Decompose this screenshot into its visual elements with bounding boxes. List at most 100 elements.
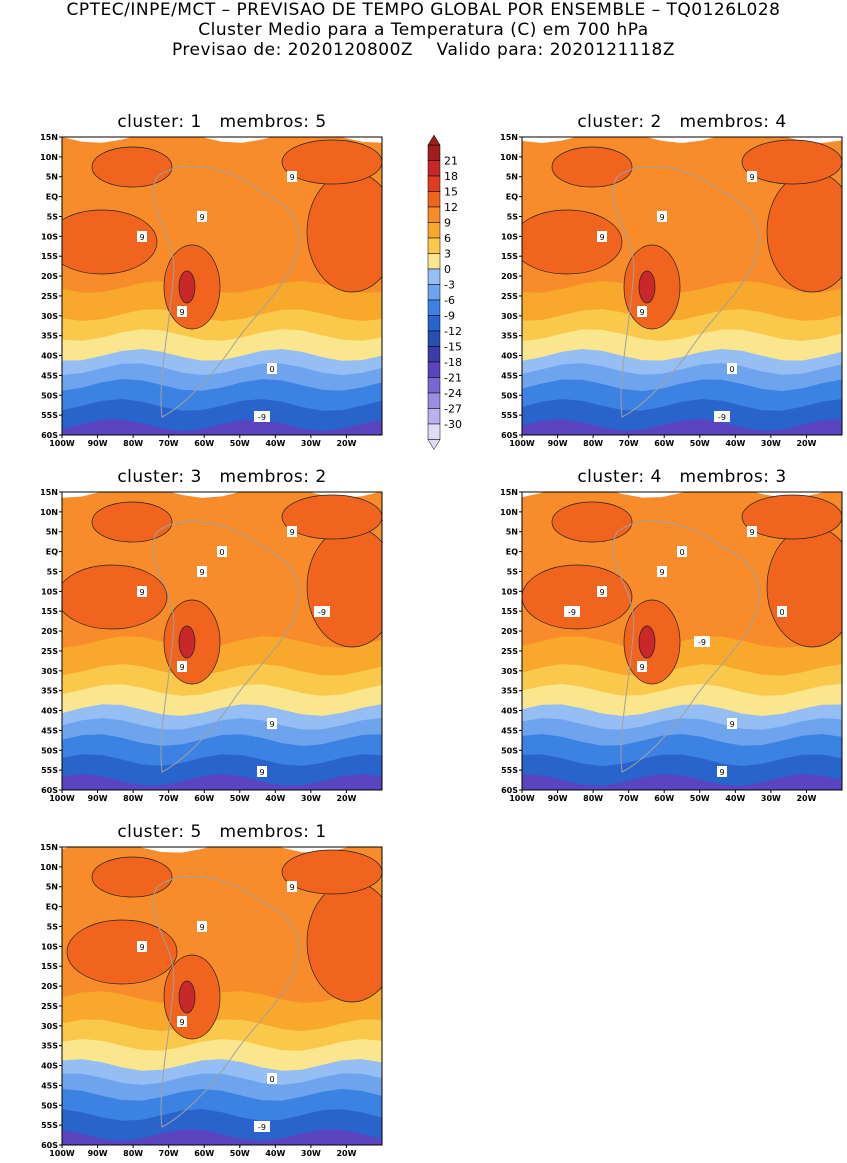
lat-tick-label: 5S: [507, 212, 519, 221]
warm-region: [281, 494, 382, 540]
lat-tick-label: 10N: [40, 863, 58, 872]
colorbar-swatch: [427, 392, 441, 409]
hot-core: [178, 270, 196, 304]
colorbar-label: -27: [444, 403, 462, 416]
warm-region: [91, 501, 173, 543]
contour-label-bg: [254, 411, 270, 422]
contour-label-bg: [597, 231, 607, 242]
lon-tick-label: 80W: [583, 439, 603, 448]
colorbar-swatch: [427, 222, 441, 239]
lat-tick-label: 45S: [41, 726, 58, 735]
lat-tick-label: 10S: [501, 232, 518, 241]
contour-label-bg: [564, 606, 580, 617]
lat-tick-label: 5N: [46, 528, 58, 537]
lon-tick-label: 20W: [796, 794, 816, 803]
hot-core: [178, 625, 196, 659]
lat-tick-label: 15S: [41, 252, 58, 261]
lat-tick-label: 5N: [46, 883, 58, 892]
lat-tick-label: 5N: [46, 173, 58, 182]
warm-region: [91, 856, 173, 898]
lat-tick-label: 55S: [501, 766, 518, 775]
temperature-field: [522, 137, 842, 435]
lat-tick-label: 10N: [500, 508, 518, 517]
lon-tick-label: 50W: [230, 1149, 250, 1158]
lat-tick-label: 10N: [500, 153, 518, 162]
contour-label-bg: [287, 171, 297, 182]
contour-label: 0: [269, 1075, 274, 1084]
map-panel-2: 15N 10N 5N EQ 5S 10S 15S 20S 25S 30S 35S 40S 45S 50S 5…: [460, 133, 847, 453]
lat-tick-label: 10S: [41, 587, 58, 596]
lon-tick-label: 30W: [761, 794, 781, 803]
lat-tick-label: 40S: [41, 352, 58, 361]
colorbar-label: 6: [444, 232, 451, 245]
lat-tick-label: 20S: [501, 272, 518, 281]
temperature-field: [62, 492, 382, 790]
lat-tick-label: 10N: [40, 153, 58, 162]
lon-tick-label: 100W: [49, 1149, 75, 1158]
warm-region: [522, 209, 623, 275]
coastline: [152, 165, 300, 418]
lat-tick-label: 15N: [40, 843, 58, 852]
lat-tick-label: 50S: [41, 391, 58, 400]
lat-tick-label: 30S: [501, 312, 518, 321]
contour-label-bg: [747, 526, 757, 537]
temperature-map-5: 15N 10N 5N EQ 5S 10S 15S 20S 25S 30S 35S 40S 45S 50S 5…: [40, 843, 383, 1158]
contour-label: 0: [269, 365, 274, 374]
lat-tick-label: 35S: [501, 687, 518, 696]
lon-tick-label: 80W: [583, 794, 603, 803]
contour-label-bg: [197, 921, 207, 932]
lat-tick-label: 45S: [501, 371, 518, 380]
lon-tick-label: 40W: [265, 439, 285, 448]
lon-tick-label: 60W: [654, 439, 674, 448]
colorbar-label: -30: [444, 418, 462, 431]
lat-tick-label: 5S: [47, 922, 59, 931]
contour-label-bg: [717, 766, 727, 777]
lat-tick-label: 45S: [41, 371, 58, 380]
contour-label: 9: [179, 308, 184, 317]
lat-tick-label: 55S: [41, 1121, 58, 1130]
contour-label-bg: [267, 1073, 277, 1084]
colorbar-label: -9: [444, 310, 455, 323]
contour-label: 9: [139, 588, 144, 597]
lon-tick-label: 60W: [194, 1149, 214, 1158]
contour-label: 9: [259, 768, 264, 777]
contour-label-bg: [727, 363, 737, 374]
lat-tick-label: 20S: [41, 982, 58, 991]
colorbar-label: 15: [444, 186, 458, 199]
lon-tick-label: 100W: [509, 794, 535, 803]
warm-region: [551, 146, 633, 188]
contour-label: 9: [199, 923, 204, 932]
coastline: [612, 520, 760, 773]
lat-tick-label: EQ: [506, 548, 518, 557]
colorbar-label: -24: [444, 387, 462, 400]
contour-label: -9: [698, 638, 706, 647]
lon-tick-label: 90W: [88, 794, 108, 803]
lat-tick-label: EQ: [46, 903, 58, 912]
panel-title-1: cluster: 1 membros: 5: [117, 112, 327, 132]
contour-label: -9: [258, 1123, 266, 1132]
lat-tick-label: 10S: [41, 232, 58, 241]
lon-tick-label: 40W: [265, 794, 285, 803]
lat-tick-label: 30S: [41, 667, 58, 676]
lat-tick-label: 45S: [41, 1081, 58, 1090]
lat-tick-label: 5N: [506, 528, 518, 537]
colorbar-swatch: [427, 346, 441, 363]
colorbar-swatch: [427, 253, 441, 270]
panel-title-3: cluster: 3 membros: 2: [117, 467, 327, 487]
lat-tick-label: 5S: [47, 567, 59, 576]
lat-tick-label: 15N: [40, 133, 58, 142]
colorbar-swatch: [427, 144, 441, 161]
lat-tick-label: 5N: [506, 173, 518, 182]
lat-tick-label: 50S: [501, 746, 518, 755]
contour-label: 0: [679, 548, 684, 557]
temperature-map-2: 15N 10N 5N EQ 5S 10S 15S 20S 25S 30S 35S 40S 45S 50S 5…: [500, 133, 843, 448]
colorbar-top-arrow: [427, 134, 441, 146]
lat-tick-label: 15S: [501, 607, 518, 616]
colorbar-swatch: [427, 361, 441, 378]
contour-label: 9: [289, 528, 294, 537]
colorbar-swatch: [427, 423, 441, 440]
lat-tick-label: 55S: [41, 411, 58, 420]
lon-tick-label: 20W: [336, 439, 356, 448]
contour-label-bg: [254, 1121, 270, 1132]
coastline: [152, 875, 300, 1128]
